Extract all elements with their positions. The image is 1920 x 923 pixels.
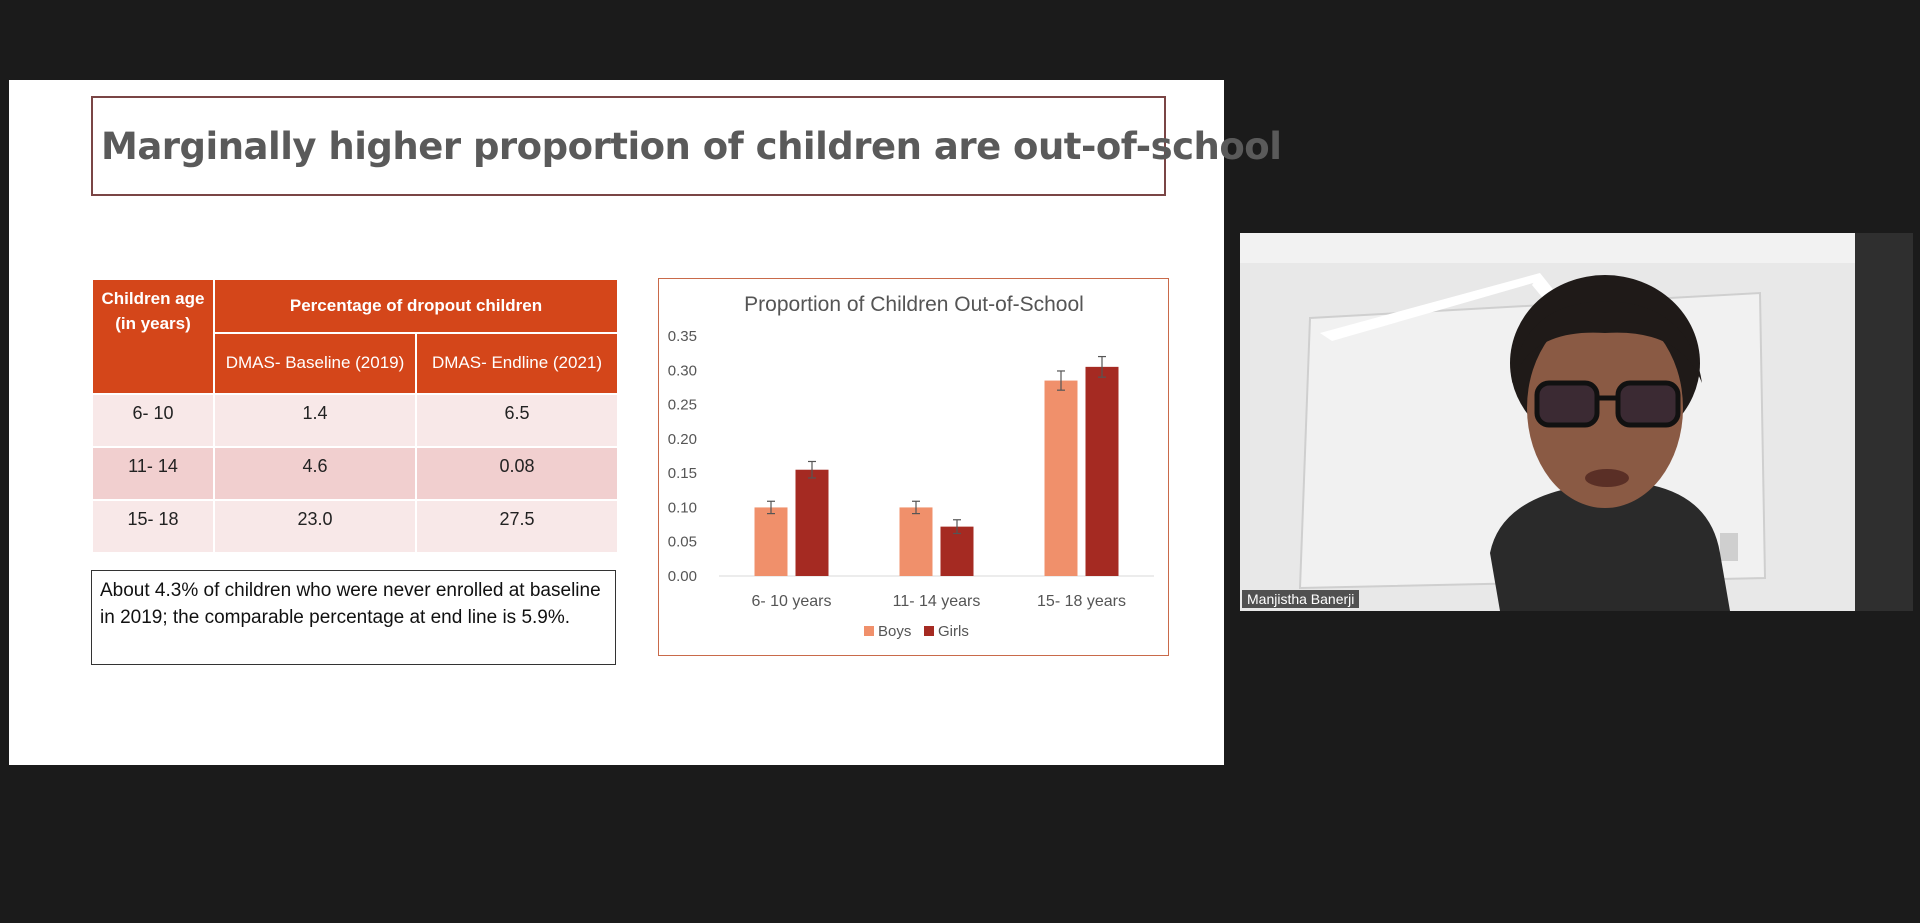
baseline-cell: 23.0 xyxy=(213,499,417,554)
y-tick-label: 0.00 xyxy=(668,568,697,585)
baseline-column-header: DMAS- Baseline (2019) xyxy=(213,331,417,396)
y-tick-label: 0.30 xyxy=(668,362,697,379)
endline-cell: 6.5 xyxy=(415,393,619,448)
y-tick-label: 0.05 xyxy=(668,534,697,551)
age-cell: 15- 18 xyxy=(91,499,215,554)
y-tick-label: 0.35 xyxy=(668,328,697,345)
participant-name-label: Manjistha Banerji xyxy=(1242,590,1360,608)
slide-title: Marginally higher proportion of children… xyxy=(101,124,1282,168)
table-subheader-row: DMAS- Baseline (2019) DMAS- Endline (202… xyxy=(92,331,619,396)
y-tick-label: 0.10 xyxy=(668,499,697,516)
endline-cell: 27.5 xyxy=(415,499,619,554)
bar-girls xyxy=(940,526,974,576)
participant-video xyxy=(1240,233,1913,611)
legend-swatch-boys xyxy=(864,626,874,636)
y-tick-label: 0.25 xyxy=(668,397,697,414)
enrollment-note: About 4.3% of children who were never en… xyxy=(91,570,616,665)
legend-label-girls: Girls xyxy=(938,623,969,640)
bar-boys xyxy=(899,507,933,576)
legend-swatch-girls xyxy=(924,626,934,636)
bar-chart: Proportion of Children Out-of-School 0.00… xyxy=(668,293,1154,640)
table-row: 15- 18 23.0 27.5 xyxy=(91,499,619,554)
table-header-row: Children age (in years) Percentage of dr… xyxy=(91,278,619,395)
bar-girls xyxy=(1085,366,1119,576)
bar-girls xyxy=(795,469,829,576)
presentation-slide: Marginally higher proportion of children… xyxy=(9,80,1282,765)
table-row: 11- 14 4.6 0.08 xyxy=(91,446,619,501)
x-category-label: 11- 14 years xyxy=(893,593,981,610)
age-cell: 11- 14 xyxy=(91,446,215,501)
x-category-label: 15- 18 years xyxy=(1037,593,1126,610)
baseline-cell: 4.6 xyxy=(213,446,417,501)
x-category-label: 6- 10 years xyxy=(751,593,831,610)
age-cell: 6- 10 xyxy=(91,393,215,448)
participant-video-tile[interactable] xyxy=(1240,233,1913,611)
y-tick-label: 0.20 xyxy=(668,431,697,448)
chart-panel: Proportion of Children Out-of-School 0.00… xyxy=(658,278,1169,656)
bar-boys xyxy=(1044,380,1078,576)
y-tick-label: 0.15 xyxy=(668,465,697,482)
age-column-header: Children age (in years) xyxy=(91,278,215,395)
endline-cell: 0.08 xyxy=(415,446,619,501)
dropout-group-header: Percentage of dropout children xyxy=(213,278,619,334)
legend-label-boys: Boys xyxy=(878,623,911,640)
table-row: 6- 10 1.4 6.5 xyxy=(91,393,619,448)
dropout-table: Children age (in years) Percentage of dr… xyxy=(91,278,619,554)
bar-boys xyxy=(754,507,788,576)
slide-title-box: Marginally higher proportion of children… xyxy=(91,96,1282,196)
endline-column-header: DMAS- Endline (2021) xyxy=(415,331,619,396)
chart-title: Proportion of Children Out-of-School xyxy=(744,293,1084,316)
baseline-cell: 1.4 xyxy=(213,393,417,448)
